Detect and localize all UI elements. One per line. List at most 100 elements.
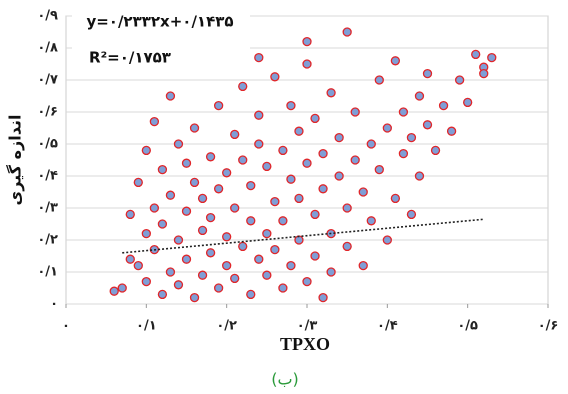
point [173, 235, 184, 245]
y-tick-label: ۰/۵ [37, 137, 58, 152]
point [414, 91, 425, 101]
point [149, 116, 160, 127]
point [487, 52, 497, 63]
point [213, 184, 224, 194]
point [213, 283, 224, 293]
point [390, 193, 401, 204]
point [165, 267, 176, 277]
point [310, 113, 320, 124]
point [406, 132, 417, 143]
point [181, 158, 192, 168]
point [382, 123, 392, 133]
point [254, 52, 264, 63]
y-tick-label: ۰/۸ [37, 41, 58, 56]
x-tick-label: ۰/۵ [457, 319, 478, 334]
point [173, 139, 184, 149]
point [334, 132, 344, 143]
point [366, 216, 376, 226]
x-tick-label: ۰/۲ [216, 319, 237, 334]
point [342, 241, 352, 252]
point [238, 155, 248, 165]
point [141, 276, 151, 287]
point [471, 49, 481, 60]
point [286, 174, 296, 184]
point [310, 251, 320, 261]
point [197, 225, 208, 236]
point [189, 123, 200, 133]
point [157, 164, 168, 175]
point [270, 196, 280, 207]
point [149, 203, 160, 213]
point [278, 216, 288, 226]
point [430, 145, 441, 156]
point [246, 289, 256, 300]
point [302, 276, 312, 287]
point [358, 260, 368, 271]
point [165, 91, 176, 101]
point [366, 139, 376, 149]
point [438, 100, 449, 111]
point [230, 273, 240, 284]
point [406, 209, 417, 220]
point [310, 209, 320, 220]
point [125, 254, 135, 264]
point [286, 100, 296, 111]
r-squared: R²=۰/۱۷۵۳ [89, 49, 171, 67]
point [109, 286, 119, 296]
y-tick-label: ۰/۷ [37, 73, 58, 88]
y-tick-label: ۰/۶ [37, 105, 58, 120]
point [254, 139, 264, 149]
point [358, 187, 368, 197]
point [222, 232, 232, 242]
point [463, 97, 473, 108]
x-tick-label: ۰/۱ [136, 319, 157, 334]
point [318, 184, 328, 194]
point [222, 168, 232, 178]
point [213, 100, 224, 111]
point [479, 68, 489, 79]
point [125, 209, 135, 220]
y-tick-label: ۰/۱ [37, 265, 58, 280]
x-tick-label: ۰/۳ [297, 319, 318, 334]
point [173, 280, 184, 290]
point [374, 164, 384, 175]
point [302, 59, 312, 69]
point [390, 56, 401, 66]
point [181, 254, 192, 264]
point [302, 36, 312, 47]
point [422, 120, 433, 130]
point [189, 292, 200, 303]
point [286, 260, 296, 271]
point [254, 254, 264, 264]
y-axis-label: اندازه گیری [6, 115, 25, 206]
equation: y=۰/۲۳۳۲x+۰/۱۴۳۵ [86, 13, 233, 31]
point [270, 72, 280, 82]
point [230, 203, 240, 213]
point [197, 193, 208, 204]
point [342, 27, 352, 37]
point [238, 241, 248, 252]
trendline [122, 218, 484, 254]
y-tick-label: ۰/۳ [37, 201, 58, 216]
point [189, 177, 200, 188]
point [133, 177, 143, 188]
point [374, 75, 384, 85]
point [414, 171, 425, 181]
point [230, 129, 240, 140]
caption: (ب) [271, 370, 299, 389]
point [278, 283, 288, 293]
point [133, 260, 143, 271]
y-tick-label: ۰/۲ [37, 233, 58, 248]
point [205, 212, 216, 223]
point [157, 289, 168, 300]
point [446, 126, 457, 136]
point [326, 88, 336, 98]
annotation-bg [72, 8, 250, 70]
point [181, 206, 192, 216]
point [165, 190, 176, 200]
point [326, 267, 336, 277]
point [246, 180, 256, 191]
point [262, 228, 272, 239]
point [398, 107, 409, 117]
point [422, 68, 433, 79]
